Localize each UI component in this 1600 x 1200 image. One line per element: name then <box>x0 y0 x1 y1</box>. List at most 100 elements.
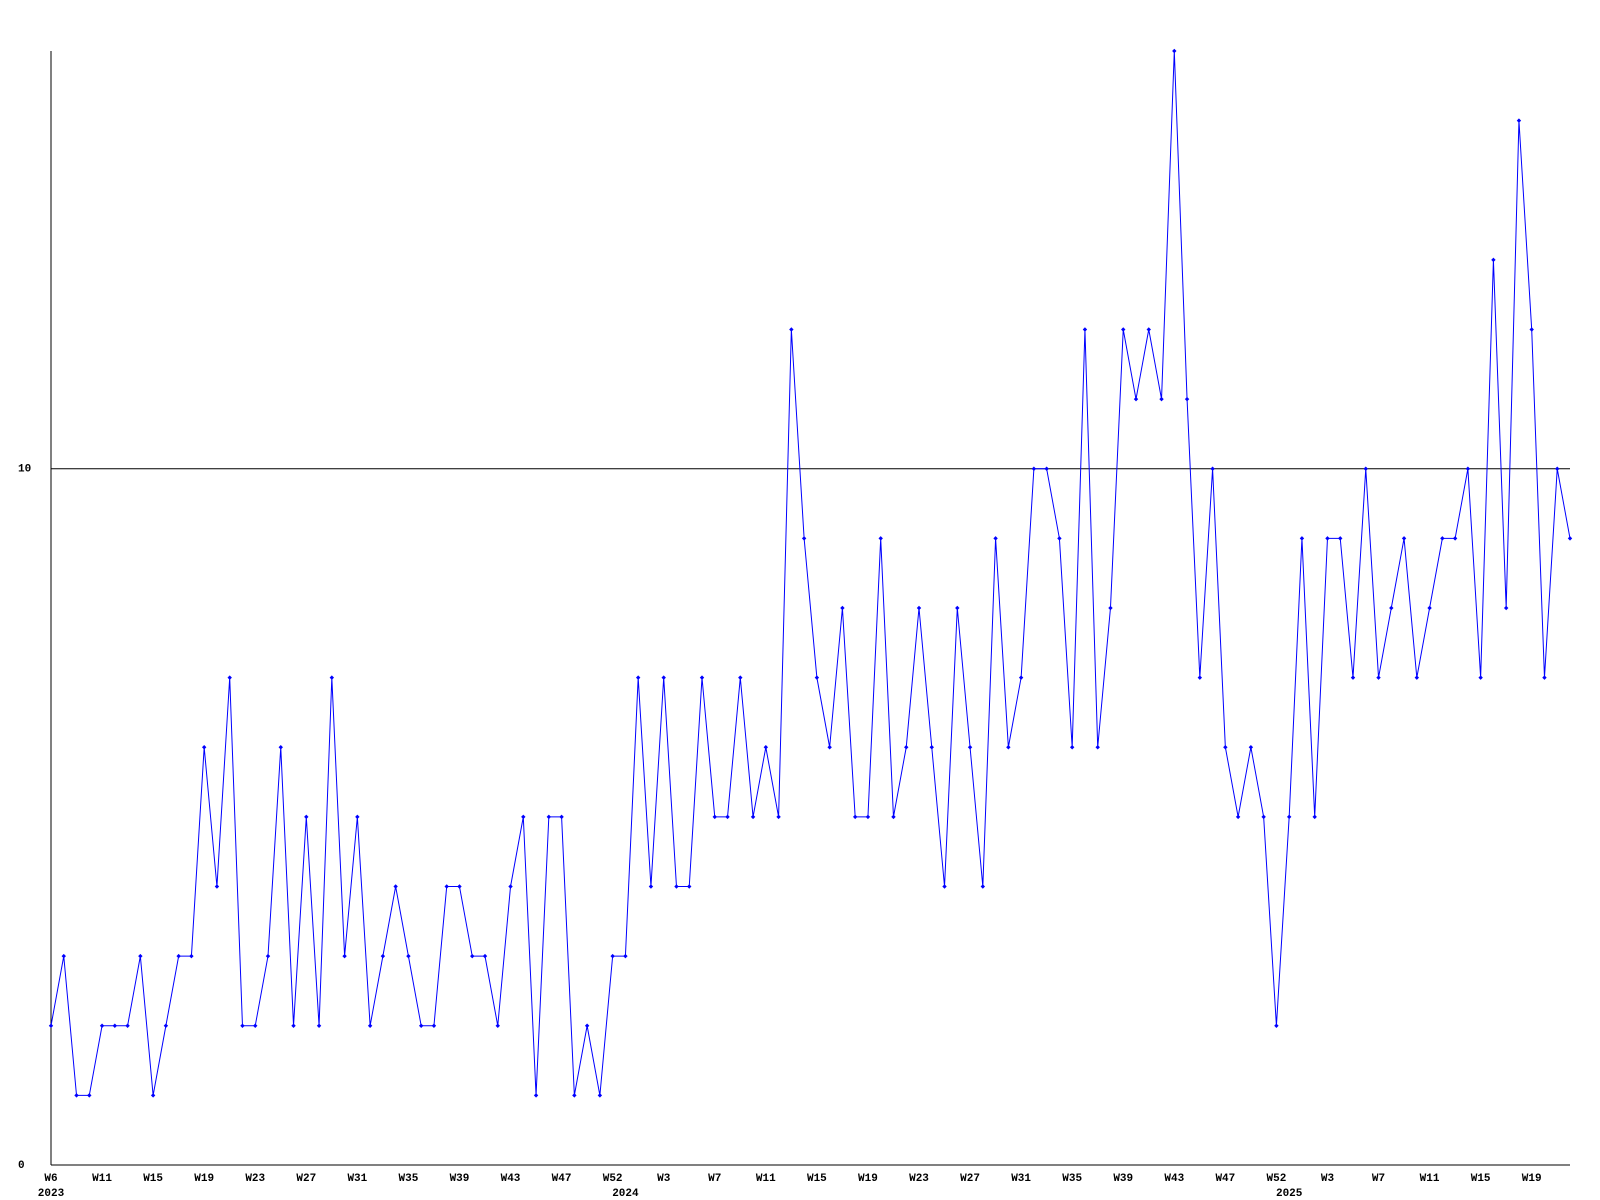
point <box>1555 466 1560 471</box>
point <box>1108 605 1113 611</box>
point <box>776 814 781 820</box>
point <box>661 675 666 680</box>
point <box>99 1023 105 1028</box>
x-tick-label: W6 <box>44 1173 57 1185</box>
point <box>814 675 820 680</box>
point <box>265 953 271 959</box>
point <box>367 1023 373 1028</box>
point <box>699 675 705 680</box>
point <box>1006 745 1011 750</box>
point <box>546 814 552 820</box>
point <box>623 953 628 959</box>
point <box>559 814 564 820</box>
x-tick-label: W3 <box>657 1173 671 1185</box>
point <box>521 814 526 820</box>
point <box>1248 745 1254 750</box>
point <box>189 953 194 959</box>
line <box>50 50 1571 1096</box>
point <box>1325 536 1330 541</box>
point <box>1363 466 1368 471</box>
point <box>763 745 769 750</box>
y-tick-label: 0 <box>18 1160 25 1172</box>
point <box>1440 536 1445 541</box>
point <box>444 884 449 889</box>
x-tick-label: W43 <box>1164 1173 1184 1185</box>
x-tick-label: W52 <box>603 1173 623 1185</box>
point <box>329 675 335 680</box>
point <box>610 953 615 959</box>
x-tick-label: W15 <box>1471 1173 1491 1185</box>
point <box>942 884 947 889</box>
point <box>852 814 858 820</box>
point <box>176 953 181 959</box>
point <box>1274 1023 1279 1028</box>
point <box>1503 605 1509 611</box>
point <box>789 327 794 332</box>
point <box>1465 466 1471 471</box>
y-tick-label: 10 <box>18 464 31 476</box>
x-tick-label: W11 <box>756 1173 776 1185</box>
point <box>214 884 220 889</box>
point <box>865 814 871 820</box>
x-tick-label: W52 <box>1267 1173 1287 1185</box>
point <box>597 1093 603 1098</box>
point <box>1286 814 1292 820</box>
point <box>163 1023 169 1028</box>
point <box>1133 396 1139 402</box>
point <box>61 953 66 959</box>
point <box>801 536 807 541</box>
x-year-label: 2023 <box>38 1188 65 1200</box>
point <box>1031 466 1037 471</box>
point <box>1491 257 1496 263</box>
x-tick-label: W35 <box>399 1173 419 1185</box>
point <box>291 1023 296 1028</box>
x-tick-label: W27 <box>296 1173 316 1185</box>
point <box>1159 396 1164 402</box>
point <box>1312 814 1317 820</box>
point <box>1018 675 1024 680</box>
point <box>827 745 832 750</box>
point <box>1197 675 1203 680</box>
point <box>1350 675 1356 680</box>
point <box>1184 396 1190 402</box>
point <box>1082 327 1088 332</box>
point <box>1376 675 1381 680</box>
point <box>125 1023 130 1028</box>
point <box>1095 745 1100 750</box>
x-tick-label: W43 <box>501 1173 521 1185</box>
point <box>1223 745 1228 750</box>
x-tick-label: W11 <box>1420 1173 1440 1185</box>
point <box>1452 536 1458 541</box>
point <box>304 814 309 820</box>
point <box>278 745 283 750</box>
point <box>74 1093 79 1098</box>
x-tick-label: W47 <box>1215 1173 1235 1185</box>
point <box>342 953 347 959</box>
point <box>227 675 232 680</box>
point <box>316 1023 322 1028</box>
point <box>406 953 411 959</box>
point <box>201 745 207 750</box>
point <box>87 1093 92 1098</box>
point <box>1121 327 1126 332</box>
point <box>495 1023 500 1028</box>
point <box>993 536 998 541</box>
x-tick-label: W27 <box>960 1173 980 1185</box>
x-tick-label: W31 <box>347 1173 367 1185</box>
point <box>980 884 986 889</box>
x-tick-label: W7 <box>1372 1173 1385 1185</box>
point <box>138 953 143 959</box>
x-tick-label: W47 <box>552 1173 572 1185</box>
point <box>1210 466 1215 471</box>
point <box>712 814 717 820</box>
point <box>738 675 743 680</box>
point <box>955 605 960 611</box>
point <box>1567 536 1573 541</box>
point <box>1542 675 1547 680</box>
point <box>1414 675 1420 680</box>
point <box>48 1023 54 1028</box>
point <box>1516 118 1522 123</box>
point <box>112 1023 118 1028</box>
point <box>916 605 922 611</box>
